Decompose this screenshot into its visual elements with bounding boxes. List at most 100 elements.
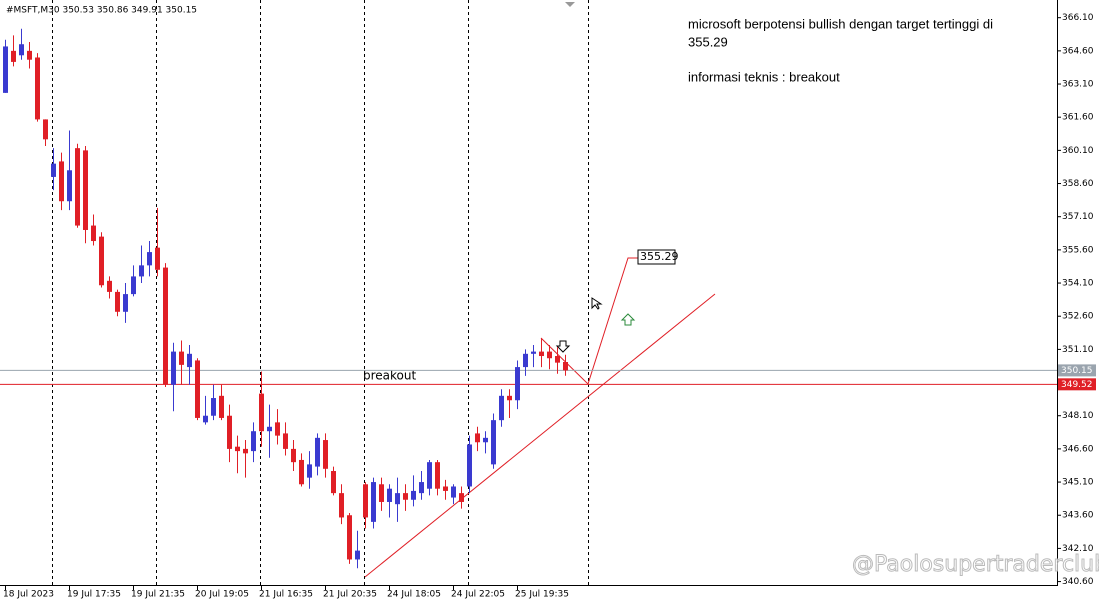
y-tick-label: 358.60: [1062, 179, 1094, 189]
candle-body: [243, 448, 248, 454]
candle-body: [475, 433, 480, 443]
chart-title: #MSFT,M30 350.53 350.86 349.91 350.15: [6, 6, 197, 16]
candle-body: [195, 360, 200, 418]
candle-body: [267, 426, 272, 432]
candle-body: [419, 482, 424, 494]
candle-body: [339, 493, 344, 518]
candle-body: [403, 493, 408, 500]
candle-body: [227, 415, 232, 449]
candle-body: [11, 50, 16, 62]
up-arrow: [620, 313, 636, 326]
candle-body: [531, 351, 536, 354]
watermark: @Paolosupertraderclub: [852, 552, 1099, 577]
candle-body: [43, 119, 48, 140]
candle-body: [251, 431, 256, 452]
candle-body: [411, 490, 416, 500]
candle-body: [211, 398, 216, 416]
x-tick-label: 19 Jul 21:35: [131, 590, 185, 600]
x-tick-label: 24 Jul 22:05: [451, 590, 505, 600]
y-tick-label: 346.60: [1062, 444, 1094, 454]
price-tag: [1058, 364, 1096, 377]
y-tick-label: 363.10: [1062, 80, 1094, 90]
candle-body: [371, 482, 376, 522]
candle-body: [99, 236, 104, 286]
candle-body: [323, 440, 328, 469]
candle-body: [563, 361, 568, 371]
y-tick-label: 357.10: [1062, 212, 1094, 222]
candle-body: [427, 462, 432, 489]
price-tag-label: 349.52: [1061, 380, 1093, 390]
candle-body: [235, 446, 240, 452]
candle-body: [363, 484, 368, 518]
candle-body: [51, 163, 56, 177]
candle-body: [259, 393, 264, 432]
candle-body: [203, 415, 208, 423]
candle-body: [83, 150, 88, 230]
x-tick-label: 20 Jul 19:05: [195, 590, 249, 600]
candle-body: [459, 493, 464, 502]
y-tick-label: 352.60: [1062, 312, 1094, 322]
candle-body: [347, 515, 352, 560]
shift-marker: [565, 2, 575, 7]
period-separators: [52, 0, 589, 585]
candle-body: [523, 353, 528, 368]
candle-body: [147, 252, 152, 266]
x-tick-label: 19 Jul 17:35: [67, 590, 121, 600]
line-label: breakout: [363, 369, 416, 383]
candle-body: [355, 550, 360, 560]
target-box: [637, 249, 676, 265]
candle-body: [179, 351, 184, 365]
candle-body: [131, 276, 136, 295]
trend-line: [364, 293, 716, 578]
y-tick-label: 348.10: [1062, 411, 1094, 421]
y-tick-label: 366.10: [1062, 13, 1094, 23]
x-tick-label: 25 Jul 19:35: [515, 590, 569, 600]
candle-body: [155, 247, 160, 270]
drawings: [364, 249, 716, 578]
candle-body: [115, 291, 120, 312]
candle-body: [451, 486, 456, 498]
y-tick-label: 351.10: [1062, 345, 1094, 355]
y-tick-label: 343.60: [1062, 511, 1094, 521]
candle-body: [91, 225, 96, 242]
annotation: microsoft berpotensi bullish dengan targ…: [688, 16, 993, 31]
candle-body: [443, 486, 448, 491]
candle-body: [395, 493, 400, 505]
candle-body: [299, 459, 304, 485]
candle-body: [547, 351, 552, 359]
cursor: [591, 297, 603, 310]
y-tick-label: 340.60: [1062, 577, 1094, 587]
x-tick-label: 21 Jul 16:35: [259, 590, 313, 600]
candle-body: [467, 444, 472, 487]
annotation: 355.29: [688, 34, 728, 49]
candle-body: [331, 471, 336, 494]
candle-body: [507, 395, 512, 401]
candle-body: [27, 50, 32, 60]
candle-body: [3, 46, 8, 93]
x-tick-label: 18 Jul 2023: [3, 590, 54, 600]
y-tick-label: 355.60: [1062, 245, 1094, 255]
y-tick-label: 360.10: [1062, 146, 1094, 156]
candle-body: [19, 44, 24, 56]
candle-body: [59, 161, 64, 202]
x-tick-label: 24 Jul 18:05: [387, 590, 441, 600]
candle-body: [139, 265, 144, 277]
price-tag-label: 350.15: [1061, 366, 1093, 376]
candle-body: [283, 433, 288, 449]
candle-body: [219, 395, 224, 418]
candle-body: [187, 353, 192, 368]
down-arrow: [555, 340, 571, 353]
y-tick-label: 345.10: [1062, 478, 1094, 488]
candle-body: [171, 351, 176, 385]
candle-body: [35, 57, 40, 120]
candle-body: [483, 437, 488, 443]
target-label: 355.29: [640, 250, 679, 263]
y-tick-label: 342.10: [1062, 544, 1094, 554]
x-tick-label: 21 Jul 20:35: [323, 590, 377, 600]
candle-body: [515, 367, 520, 401]
candle-body: [555, 356, 560, 363]
candle-body: [123, 294, 128, 312]
candle-body: [307, 464, 312, 478]
